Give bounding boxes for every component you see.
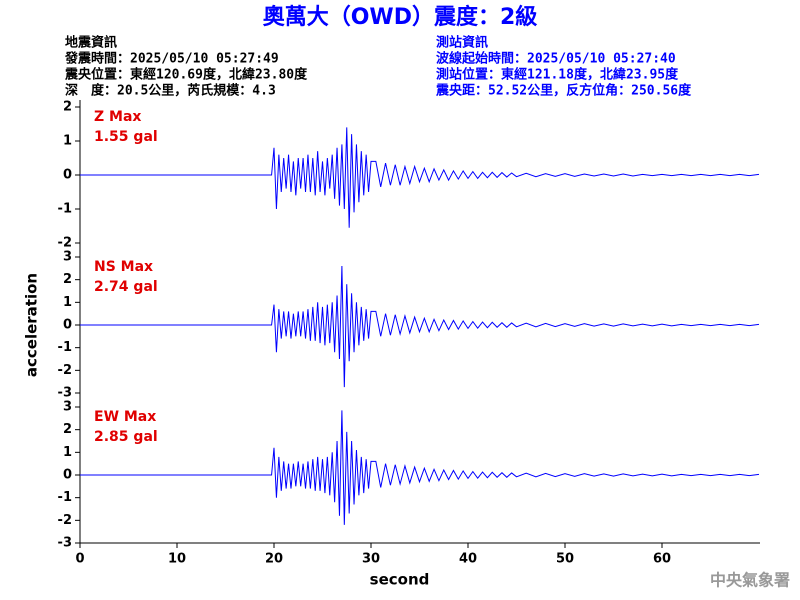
y-tick-label: 1 [63,445,72,460]
y-tick-label: -2 [58,363,72,378]
y-tick-label: 0 [63,168,72,183]
info-right: 震央距：52.52公里，反方位角：250.56度 [435,83,692,99]
watermark: 中央氣象署 [710,571,790,590]
y-tick-label: 2 [63,272,72,287]
y-tick-label: 0 [63,468,72,483]
y-tick-label: -1 [58,490,72,505]
waveform [80,127,760,228]
x-tick-label: 30 [362,552,380,567]
y-tick-label: 3 [63,250,72,265]
panel-label: NS Max [94,259,153,275]
info-left: 發震時間：2025/05/10 05:27:49 [64,51,279,67]
y-tick-label: 1 [63,134,72,149]
max-label: 2.85 gal [94,429,158,445]
y-axis-label: acceleration [23,273,41,377]
info-right: 測站位置：東經121.18度，北緯23.95度 [436,67,679,83]
x-tick-label: 50 [556,552,574,567]
info-left: 深 度：20.5公里，芮氏規模：4.3 [65,83,276,99]
y-tick-label: -1 [58,202,72,217]
y-tick-label: 2 [63,422,72,437]
x-tick-label: 20 [265,552,283,567]
y-tick-label: 0 [63,318,72,333]
y-tick-label: -2 [58,513,72,528]
max-label: 1.55 gal [94,129,158,145]
info-right: 波線起始時間：2025/05/10 05:27:40 [436,51,676,67]
x-tick-label: 10 [168,552,186,567]
y-tick-label: 1 [63,295,72,310]
y-tick-label: -3 [58,386,72,401]
chart-title: 奧萬大（OWD）震度：2級 [263,4,538,30]
x-tick-label: 0 [75,552,84,567]
info-left: 地震資訊 [65,35,117,51]
panel-label: EW Max [94,409,156,425]
x-tick-label: 40 [459,552,477,567]
info-right: 測站資訊 [436,35,488,51]
y-tick-label: 2 [63,100,72,115]
y-tick-label: -2 [58,236,72,251]
info-left: 震央位置：東經120.69度，北緯23.80度 [64,67,308,83]
panel-label: Z Max [94,109,141,125]
x-tick-label: 60 [653,552,671,567]
x-axis-label: second [370,571,430,589]
y-tick-label: 3 [63,400,72,415]
waveform [80,410,760,525]
y-tick-label: -1 [58,340,72,355]
waveform [80,266,760,388]
y-tick-label: -3 [58,536,72,551]
max-label: 2.74 gal [94,279,158,295]
